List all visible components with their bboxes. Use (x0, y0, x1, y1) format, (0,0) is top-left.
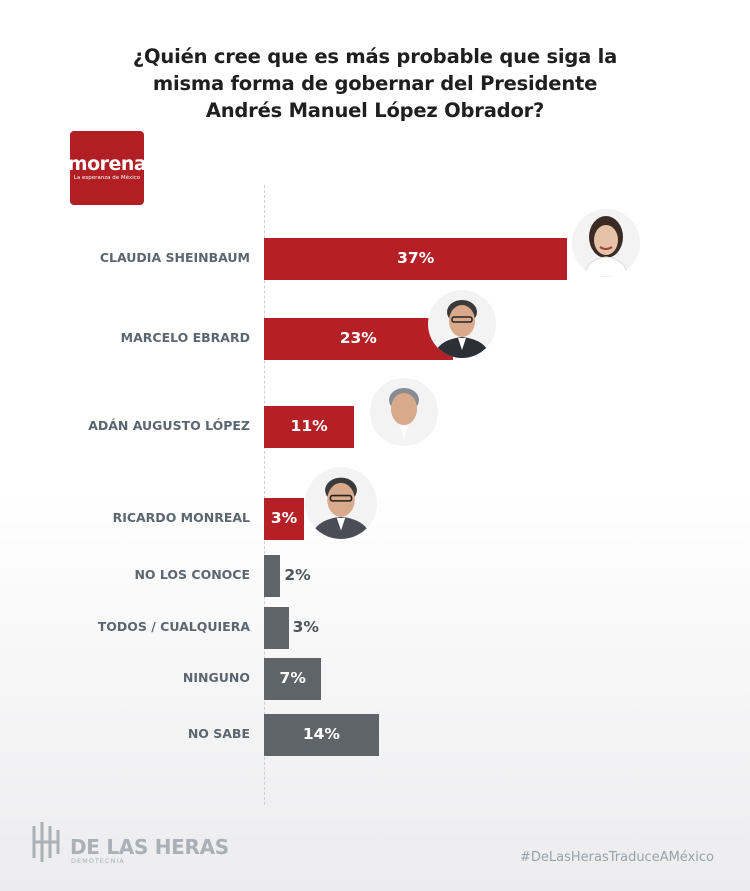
morena-logo-word: morena (67, 153, 147, 175)
hashtag: #DeLasHerasTraduceAMéxico (519, 850, 714, 865)
bar-value-label: 3% (292, 618, 319, 636)
bar-value-label: 11% (290, 417, 328, 435)
avatar-man-icon (370, 378, 438, 446)
category-label: NO SABE (187, 726, 250, 741)
avatar-woman-icon (572, 209, 640, 277)
bar-value-label: 7% (279, 669, 306, 687)
bar-value-label: 14% (302, 725, 340, 743)
bar (264, 714, 379, 756)
bar (264, 498, 304, 540)
bar-value-label: 3% (270, 509, 298, 527)
bar-value-label: 2% (284, 566, 311, 584)
bar (264, 318, 453, 360)
bar-value-label: 37% (397, 249, 435, 267)
category-label: MARCELO EBRARD (120, 330, 250, 345)
category-label: ADÁN AUGUSTO LÓPEZ (88, 418, 250, 433)
category-label: CLAUDIA SHEINBAUM (99, 250, 250, 265)
bar (264, 406, 355, 448)
bar (264, 607, 289, 649)
morena-logo: morena La esperanza de México (67, 131, 147, 205)
category-label: NINGUNO (182, 670, 250, 685)
bar (264, 238, 568, 280)
category-label: TODOS / CUALQUIERA (97, 619, 250, 634)
chart-baseline (264, 185, 265, 805)
avatar-man-icon (305, 467, 377, 539)
brand-subtitle: DEMOTECNIA (71, 857, 125, 865)
morena-logo-tagline: La esperanza de México (73, 175, 141, 181)
chart-title: ¿Quién cree que es más probable que siga… (132, 45, 618, 122)
category-label: NO LOS CONOCE (134, 567, 250, 582)
avatar-man-icon (428, 290, 496, 358)
bar (264, 658, 322, 700)
bar-value-label: 23% (339, 329, 377, 347)
category-label: RICARDO MONREAL (112, 510, 250, 525)
bar (264, 555, 281, 597)
de-las-heras-logo-icon (32, 822, 60, 862)
brand-name: DE LAS HERAS (70, 835, 229, 859)
